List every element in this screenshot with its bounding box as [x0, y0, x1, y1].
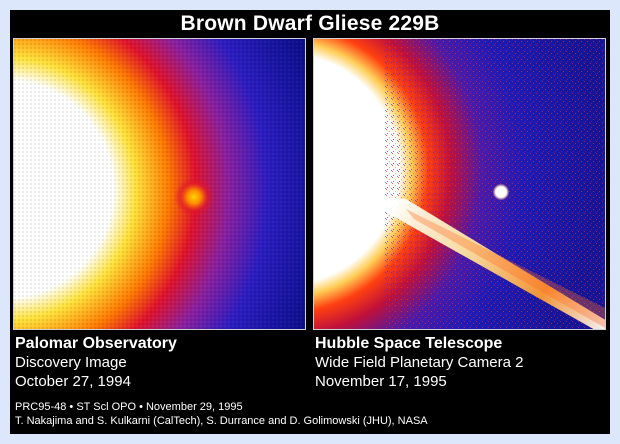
credit-line-1: PRC95-48 • ST Scl OPO • November 29, 199…: [15, 401, 243, 413]
palomar-caption-subtitle: Discovery Image: [15, 354, 127, 371]
credit-line-2: T. Nakajima and S. Kulkarni (CalTech), S…: [15, 415, 428, 427]
palomar-image-graphic: [14, 39, 305, 329]
hubble-caption-subtitle: Wide Field Planetary Camera 2: [315, 354, 524, 371]
palomar-image: [13, 38, 306, 330]
image-frame: Brown Dwarf Gliese 229B: [10, 10, 610, 434]
image-credits: PRC95-48 • ST Scl OPO • November 29, 199…: [15, 400, 428, 428]
hubble-caption-observatory: Hubble Space Telescope: [315, 335, 503, 352]
image-title: Brown Dwarf Gliese 229B: [180, 12, 440, 35]
brown-dwarf-spot: [172, 175, 216, 219]
brown-dwarf-spot: [493, 184, 509, 200]
hubble-image-graphic: [314, 39, 605, 329]
palomar-caption-observatory: Palomar Observatory: [15, 335, 177, 352]
hubble-caption: Hubble Space Telescope Wide Field Planet…: [315, 334, 523, 391]
hubble-caption-date: November 17, 1995: [315, 373, 447, 390]
hubble-image: [313, 38, 606, 330]
palomar-caption: Palomar Observatory Discovery Image Octo…: [15, 334, 177, 391]
palomar-caption-date: October 27, 1994: [15, 373, 131, 390]
diffraction-spike: [384, 199, 605, 329]
